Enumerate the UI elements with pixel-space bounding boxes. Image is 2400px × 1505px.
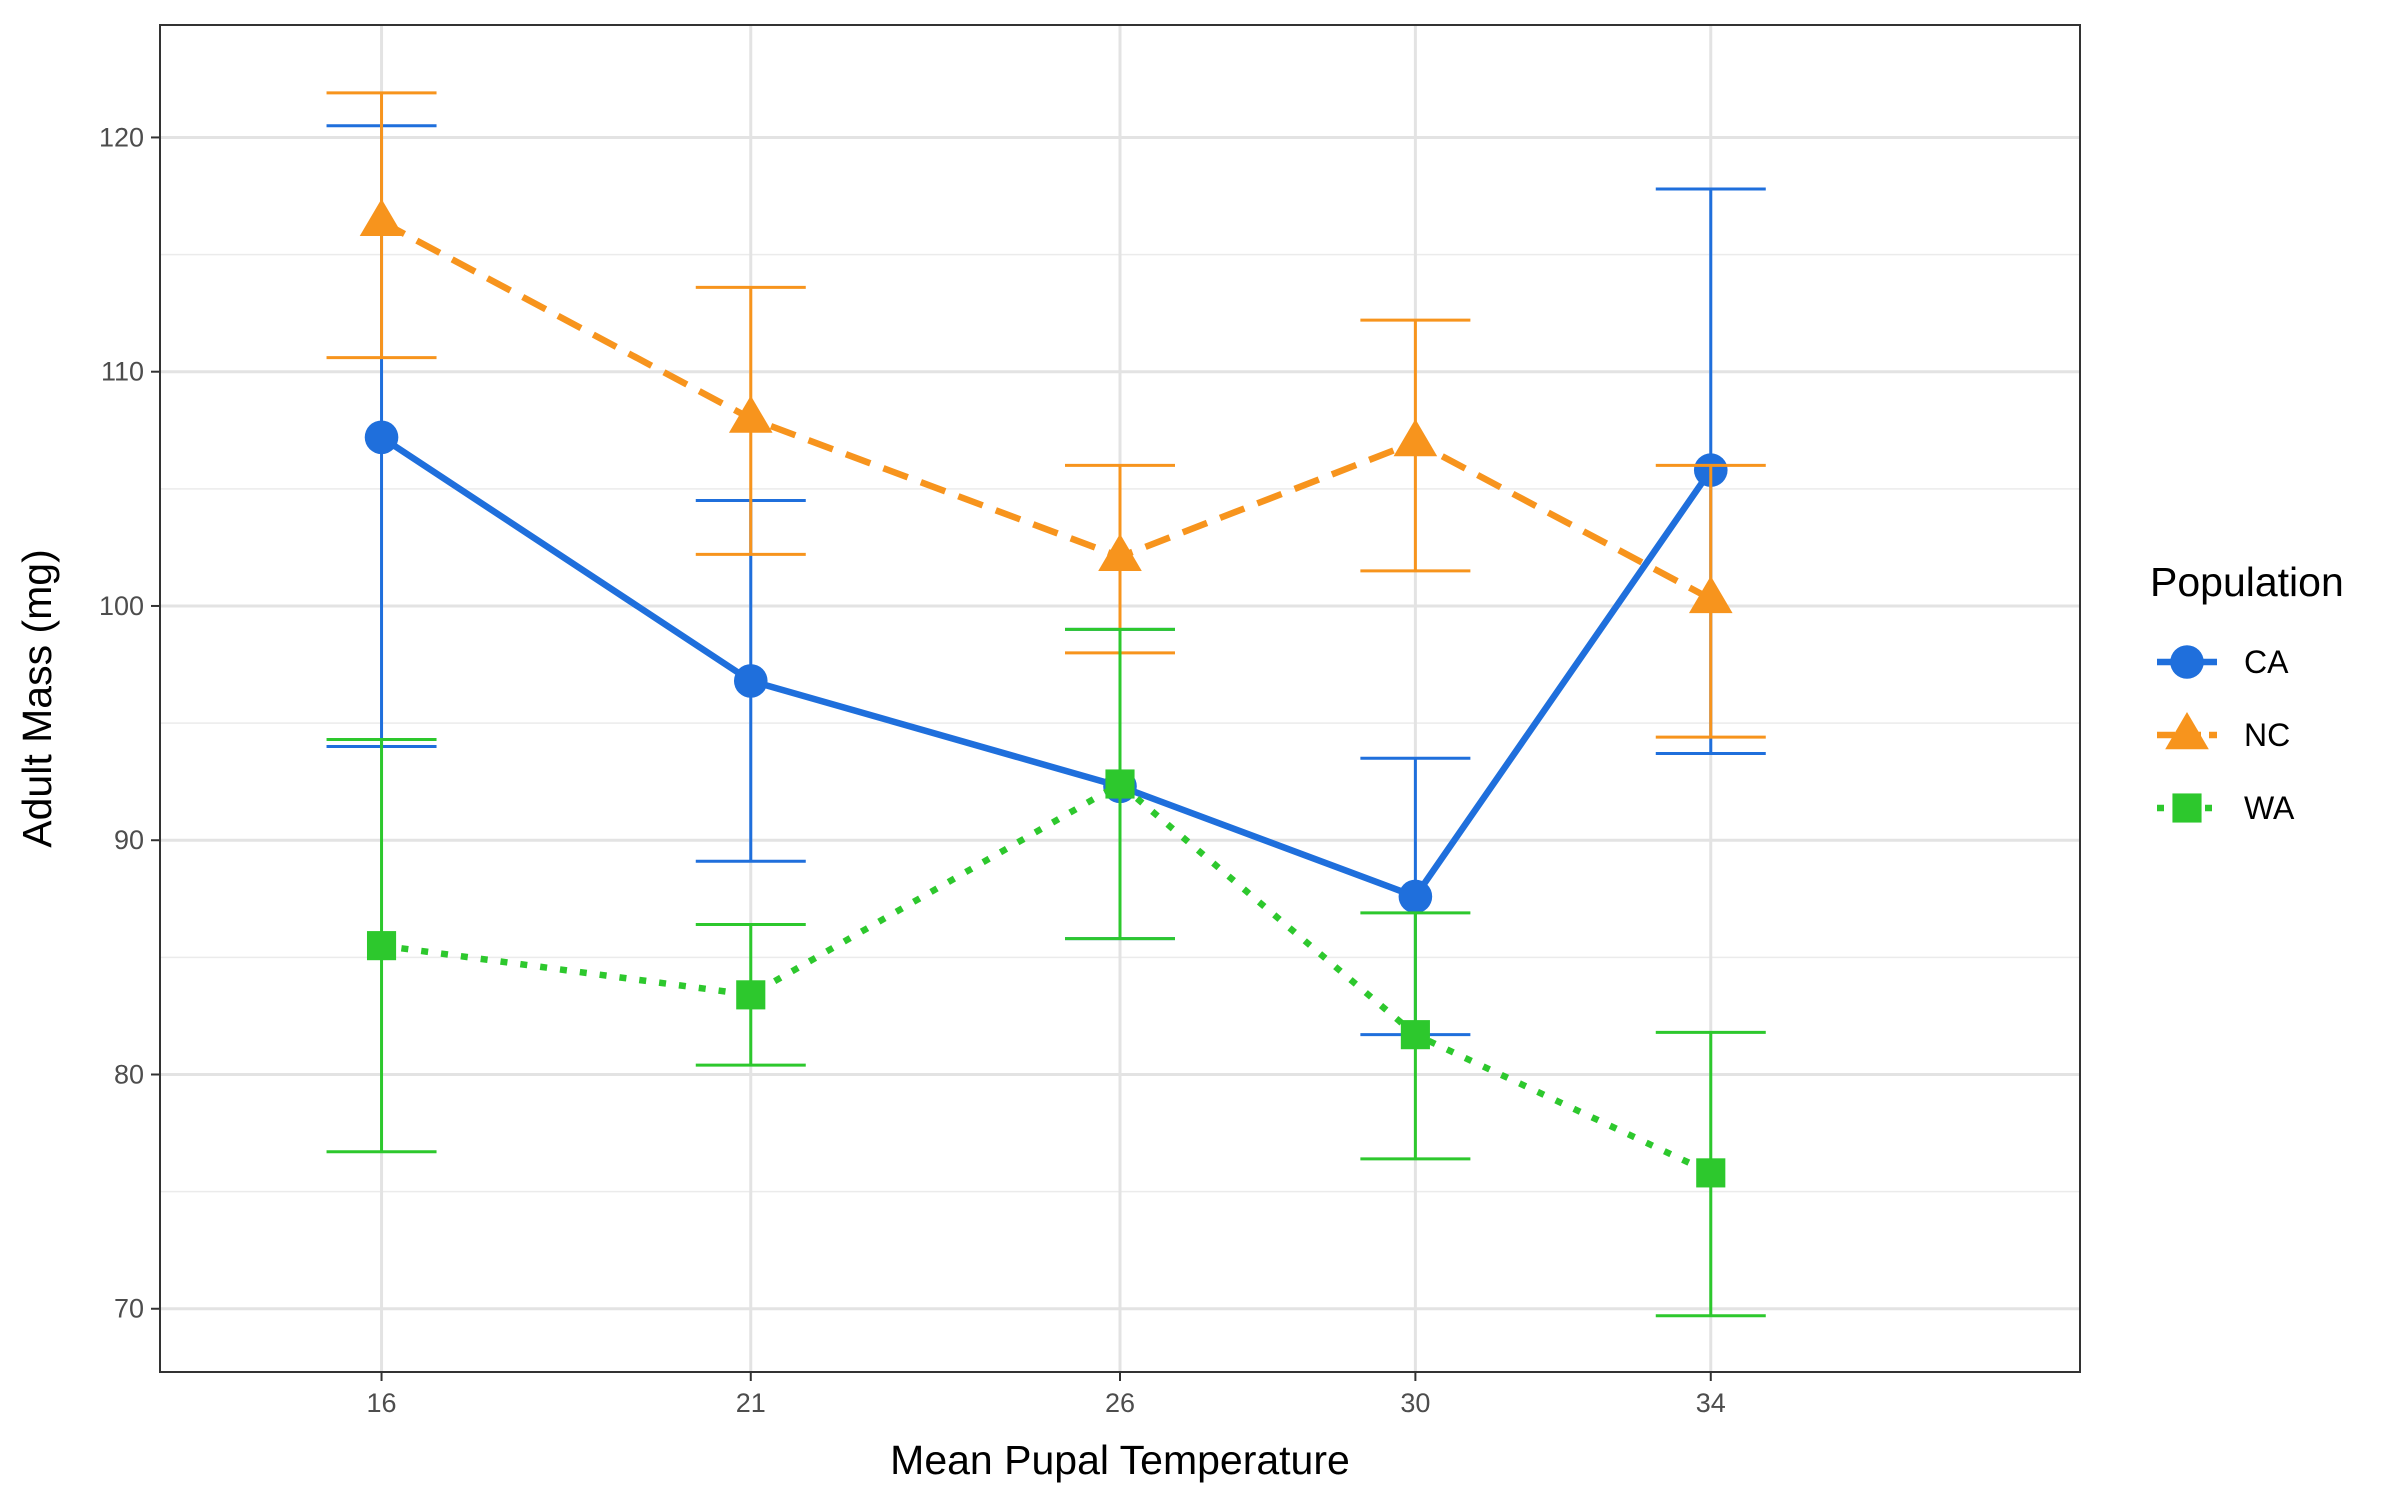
data-point: [733, 664, 768, 698]
series-layer: [326, 91, 1766, 1318]
legend: Population CA NC WA: [2150, 559, 2344, 826]
data-point: [1400, 1020, 1430, 1050]
y-tick-label: 70: [114, 1294, 144, 1324]
y-tick-label: 110: [101, 357, 144, 387]
data-point: [1688, 575, 1733, 614]
legend-items: CA NC WA: [2157, 644, 2295, 826]
legend-key-marker: [2165, 712, 2209, 750]
x-tick-label: 16: [367, 1388, 397, 1418]
data-point: [1696, 1158, 1726, 1188]
legend-label: CA: [2244, 644, 2289, 680]
x-tick-label: 34: [1696, 1388, 1726, 1418]
y-tick-label: 120: [99, 122, 144, 152]
data-point: [1098, 533, 1142, 572]
legend-title: Population: [2150, 559, 2344, 605]
x-tick-label: 21: [736, 1388, 766, 1418]
data-point: [364, 420, 399, 455]
legend-item-ca: CA: [2157, 644, 2289, 680]
data-point: [1105, 769, 1135, 799]
legend-label: NC: [2244, 717, 2290, 753]
y-tick-label: 90: [114, 825, 144, 855]
x-tick-label: 26: [1105, 1388, 1135, 1418]
series-wa: [326, 627, 1766, 1318]
series-nc: [326, 91, 1766, 739]
legend-item-wa: WA: [2157, 790, 2295, 826]
data-point: [736, 980, 766, 1010]
legend-key-marker: [2172, 793, 2202, 823]
data-point: [728, 395, 773, 433]
data-point: [1393, 419, 1438, 457]
data-point: [366, 931, 397, 961]
y-axis-title: Adult Mass (mg): [14, 549, 60, 847]
data-point: [1398, 879, 1433, 914]
legend-key-marker: [2170, 645, 2204, 679]
data-point: [359, 198, 404, 237]
axis-layer: 70 80 90 100 110 120 16 21 26 30 34: [99, 122, 1726, 1418]
legend-item-nc: NC: [2157, 712, 2290, 753]
x-axis-title: Mean Pupal Temperature: [890, 1437, 1350, 1483]
y-tick-label: 80: [114, 1059, 144, 1089]
x-tick-label: 30: [1400, 1388, 1430, 1418]
legend-label: WA: [2244, 790, 2295, 826]
y-tick-label: 100: [99, 591, 144, 621]
